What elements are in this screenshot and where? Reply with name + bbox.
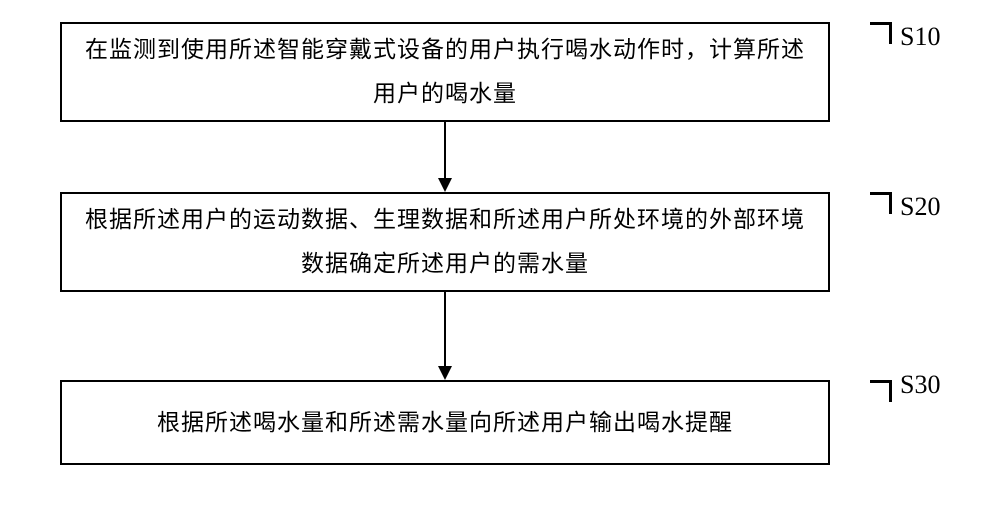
flow-arrow-line <box>444 122 446 178</box>
flow-arrow-head-icon <box>438 366 452 380</box>
flow-step-box: 根据所述喝水量和所述需水量向所述用户输出喝水提醒 <box>60 380 830 465</box>
flow-step-text: 在监测到使用所述智能穿戴式设备的用户执行喝水动作时，计算所述用户的喝水量 <box>78 28 812 115</box>
flow-step-text: 根据所述喝水量和所述需水量向所述用户输出喝水提醒 <box>157 401 733 445</box>
step-label: S10 <box>900 22 940 52</box>
flow-step-text: 根据所述用户的运动数据、生理数据和所述用户所处环境的外部环境数据确定所述用户的需… <box>78 198 812 285</box>
callout-corner <box>870 22 892 44</box>
flow-arrow-line <box>444 292 446 366</box>
flow-step-box: 根据所述用户的运动数据、生理数据和所述用户所处环境的外部环境数据确定所述用户的需… <box>60 192 830 292</box>
callout-corner <box>870 192 892 214</box>
step-label: S20 <box>900 192 940 222</box>
callout-corner <box>870 380 892 402</box>
step-label: S30 <box>900 370 940 400</box>
flow-arrow-head-icon <box>438 178 452 192</box>
flow-step-box: 在监测到使用所述智能穿戴式设备的用户执行喝水动作时，计算所述用户的喝水量 <box>60 22 830 122</box>
